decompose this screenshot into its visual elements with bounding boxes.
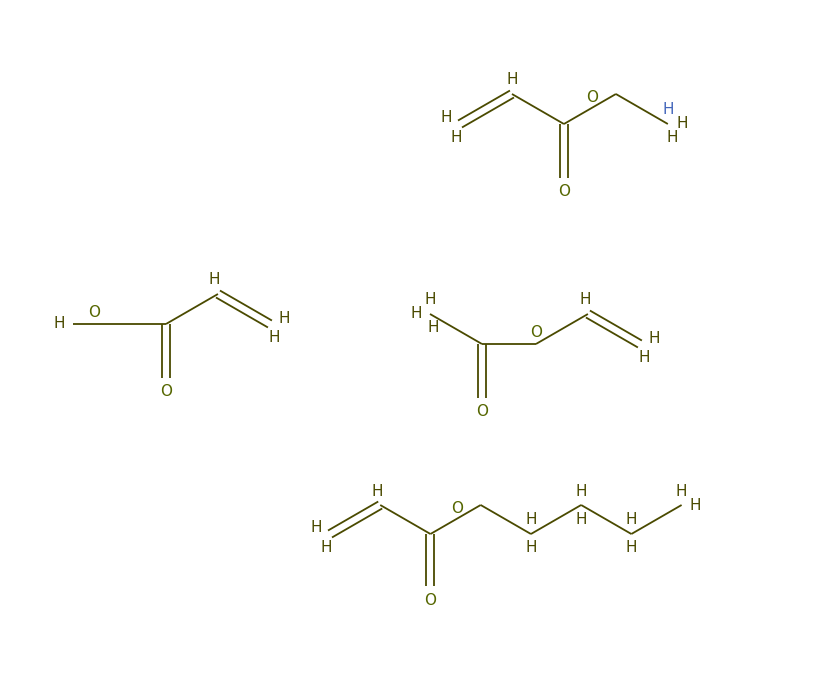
Text: H: H	[310, 520, 322, 534]
Text: H: H	[575, 484, 587, 499]
Text: H: H	[424, 293, 436, 308]
Text: H: H	[427, 321, 438, 335]
Text: H: H	[626, 540, 637, 555]
Text: H: H	[638, 350, 650, 365]
Text: H: H	[525, 540, 537, 555]
Text: H: H	[450, 131, 461, 146]
Text: O: O	[476, 404, 488, 419]
Text: O: O	[558, 185, 570, 200]
Text: H: H	[690, 497, 701, 512]
Text: O: O	[88, 305, 100, 320]
Text: H: H	[208, 272, 219, 287]
Text: H: H	[580, 293, 591, 308]
Text: O: O	[530, 326, 542, 341]
Text: H: H	[53, 317, 65, 332]
Text: O: O	[424, 593, 437, 607]
Text: O: O	[452, 501, 464, 516]
Text: H: H	[320, 540, 332, 555]
Text: H: H	[268, 330, 280, 345]
Text: H: H	[410, 306, 422, 321]
Text: H: H	[575, 512, 587, 527]
Text: H: H	[626, 512, 637, 527]
Text: H: H	[525, 512, 537, 527]
Text: H: H	[648, 331, 659, 346]
Text: H: H	[666, 131, 678, 146]
Text: H: H	[676, 116, 688, 131]
Text: O: O	[586, 90, 598, 105]
Text: H: H	[278, 311, 290, 326]
Text: H: H	[662, 103, 674, 118]
Text: H: H	[507, 73, 517, 88]
Text: H: H	[676, 484, 687, 499]
Text: H: H	[371, 484, 383, 499]
Text: H: H	[440, 109, 452, 124]
Text: O: O	[160, 384, 172, 399]
